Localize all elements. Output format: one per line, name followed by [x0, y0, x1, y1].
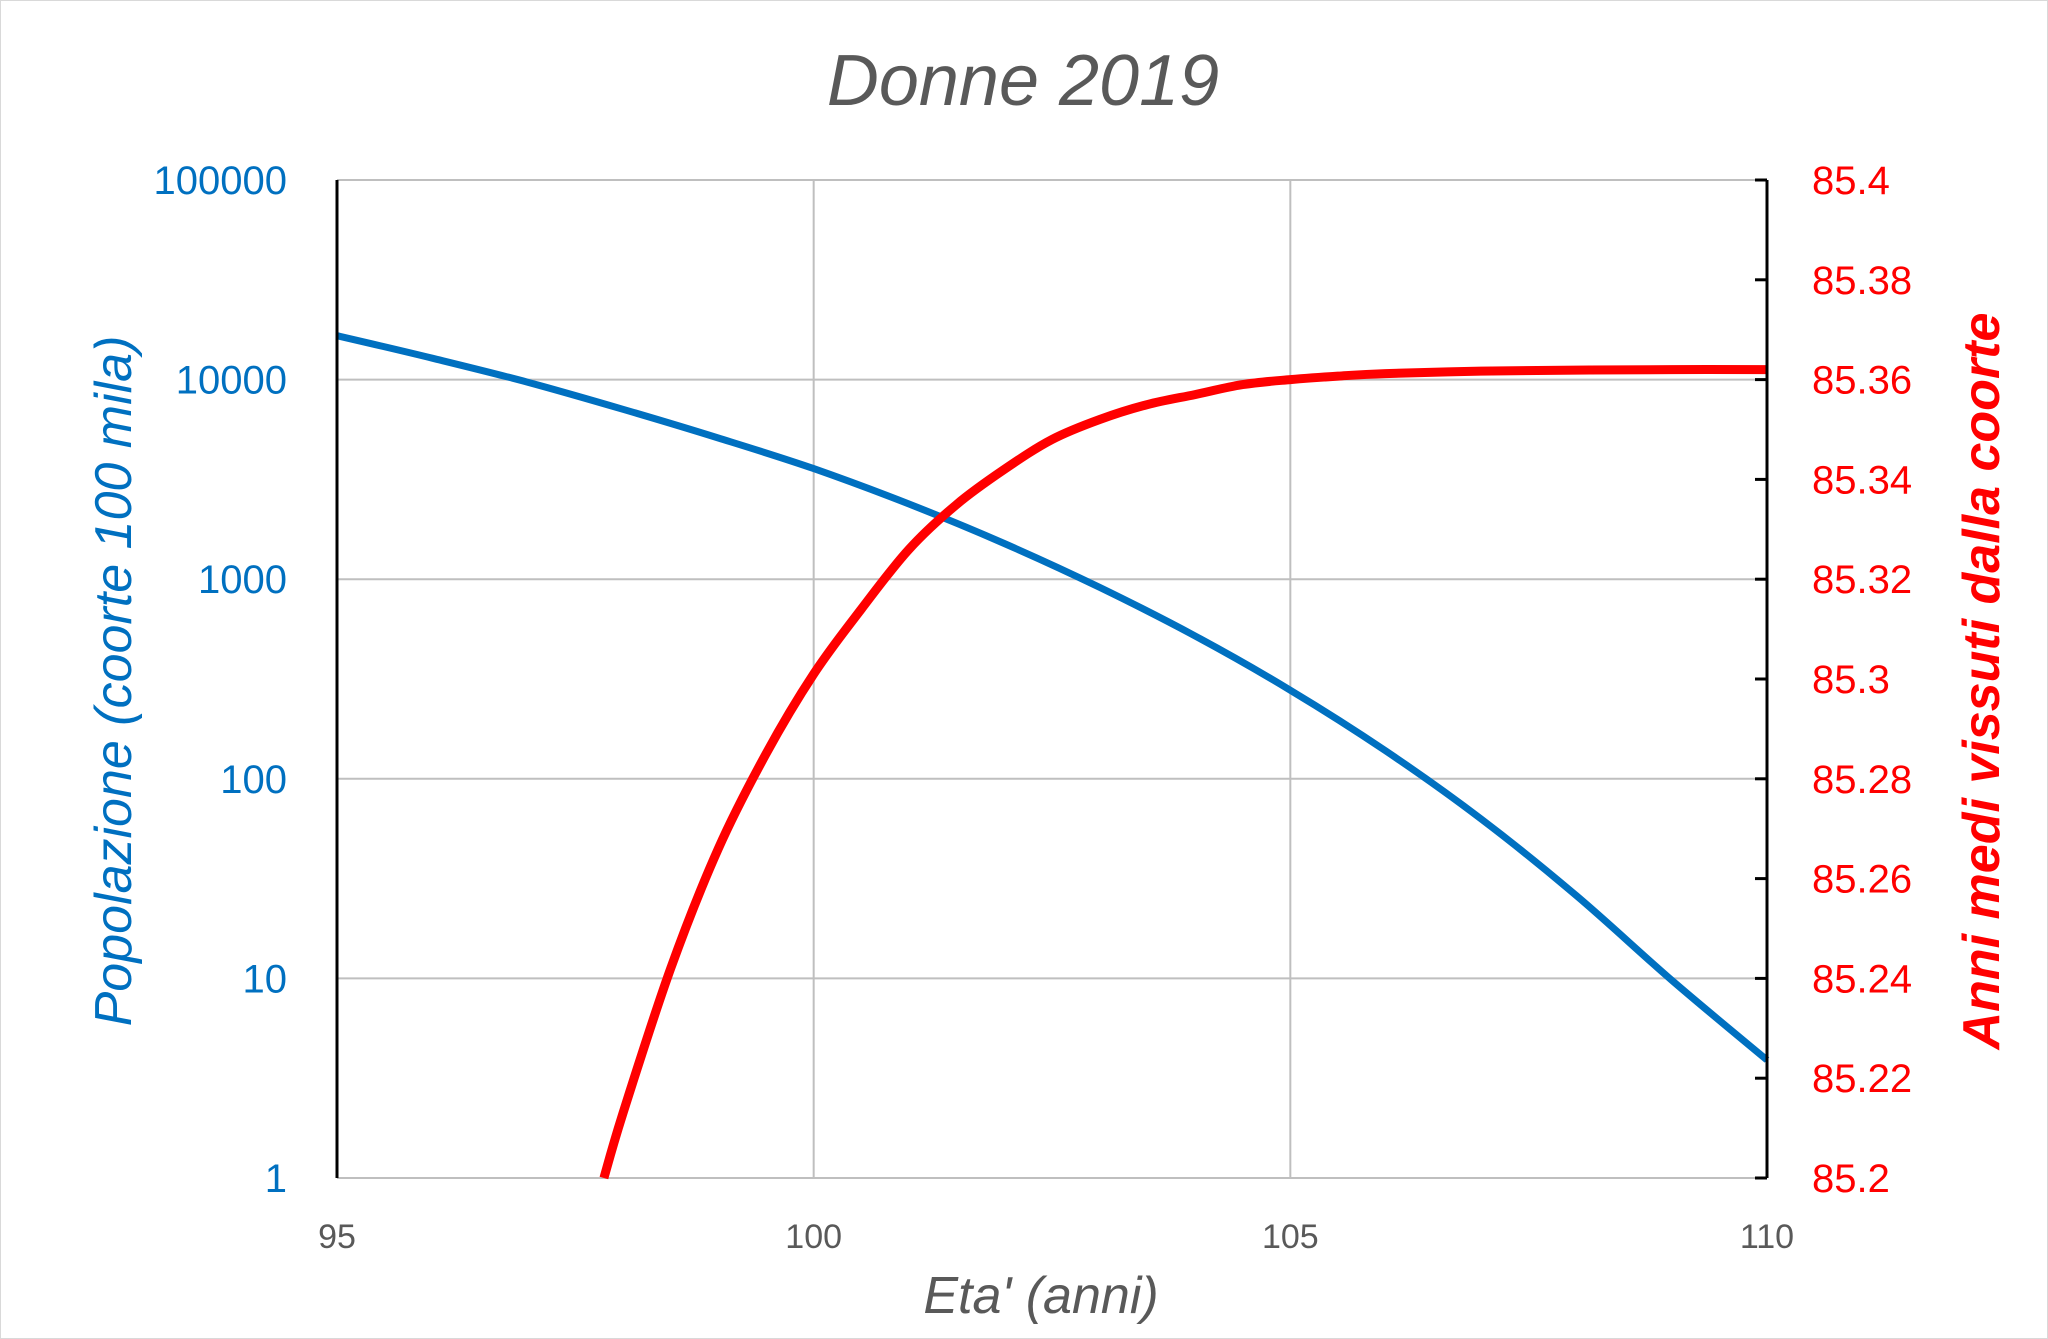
left-y-tick-label: 1 [265, 1157, 287, 1201]
right-y-tick-label: 85.3 [1812, 658, 1890, 702]
series-line-popolazione [336, 332, 1770, 1063]
x-tick-label: 100 [785, 1218, 842, 1256]
right-y-tick-label: 85.36 [1812, 359, 1912, 403]
x-axis-label: Eta' (anni) [923, 1267, 1158, 1325]
chart-title: Donne 2019 [827, 41, 1219, 121]
right-y-tick-label: 85.32 [1812, 558, 1912, 602]
left-y-tick-label: 10 [243, 957, 288, 1001]
series-line-anni-medi [599, 365, 1768, 1180]
x-tick-label: 105 [1262, 1218, 1319, 1256]
right-y-tick-label: 85.34 [1812, 458, 1912, 502]
left-y-tick-label: 10000 [176, 359, 287, 403]
gridlines [337, 179, 1767, 1179]
axes [335, 178, 1769, 1180]
right-y-axis-label: Anni medi vissuti dalla coorte [1953, 313, 2011, 1052]
right-y-axis-tick-labels: 85.2 85.22 85.24 85.26 85.28 85.3 85.32 85.34 85… [1812, 159, 1912, 1201]
left-y-tick-label: 1000 [198, 558, 287, 602]
x-tick-label: 95 [318, 1218, 356, 1256]
right-y-tick-label: 85.38 [1812, 259, 1912, 303]
left-y-axis-label: Popolazione (coorte 100 mila) [85, 336, 143, 1027]
series-layer [336, 332, 1770, 1180]
left-y-tick-label: 100 [220, 758, 287, 802]
left-y-tick-label: 100000 [154, 159, 287, 203]
right-y-tick-label: 85.28 [1812, 758, 1912, 802]
right-y-tick-label: 85.4 [1812, 159, 1890, 203]
left-y-axis-tick-labels: 1 10 100 1000 10000 100000 [154, 159, 287, 1201]
right-y-tick-label: 85.22 [1812, 1057, 1912, 1101]
x-tick-label: 110 [1740, 1218, 1794, 1256]
right-y-tick-label: 85.26 [1812, 858, 1912, 902]
right-y-tick-label: 85.24 [1812, 957, 1912, 1001]
x-axis-tick-labels: 95 100 105 110 [318, 1218, 1794, 1256]
right-y-tick-label: 85.2 [1812, 1157, 1890, 1201]
